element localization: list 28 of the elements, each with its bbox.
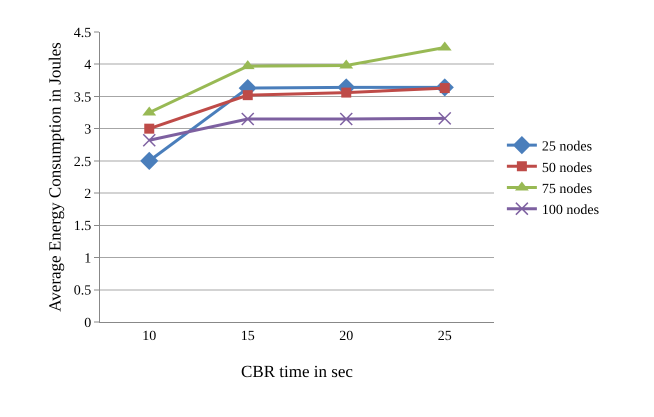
x-tick-label: 25 bbox=[438, 328, 452, 344]
legend-label: 75 nodes bbox=[542, 182, 592, 197]
point bbox=[242, 90, 253, 100]
y-tick-label: 0 bbox=[84, 316, 92, 331]
y-tick-label: 1.5 bbox=[74, 219, 92, 234]
y-tick-label: 3 bbox=[84, 122, 92, 138]
y-tick-label: 2 bbox=[84, 187, 92, 202]
y-tick-label: 4.5 bbox=[74, 26, 92, 41]
point bbox=[341, 88, 352, 98]
y-tick-label: 4 bbox=[84, 58, 92, 74]
y-tick-label: 0.5 bbox=[74, 284, 92, 299]
x-tick-label: 15 bbox=[240, 328, 255, 344]
x-axis-title: CBR time in sec bbox=[241, 362, 354, 382]
x-tick-label: 20 bbox=[339, 328, 354, 344]
y-tick-label: 1 bbox=[84, 251, 92, 266]
point bbox=[142, 134, 156, 148]
point bbox=[340, 112, 353, 126]
legend-label: 100 nodes bbox=[542, 203, 600, 218]
y-tick-label: 2.5 bbox=[74, 154, 92, 170]
legend-label: 25 nodes bbox=[542, 140, 592, 155]
y-axis-title: Average Energy Consumption in Joules bbox=[45, 42, 64, 312]
point bbox=[140, 152, 158, 170]
y-tick-label: 3.5 bbox=[74, 90, 92, 106]
point bbox=[144, 124, 154, 134]
point bbox=[438, 112, 452, 126]
legend-label: 50 nodes bbox=[542, 160, 592, 176]
point bbox=[241, 112, 254, 126]
x-tick-label: 10 bbox=[142, 328, 156, 344]
